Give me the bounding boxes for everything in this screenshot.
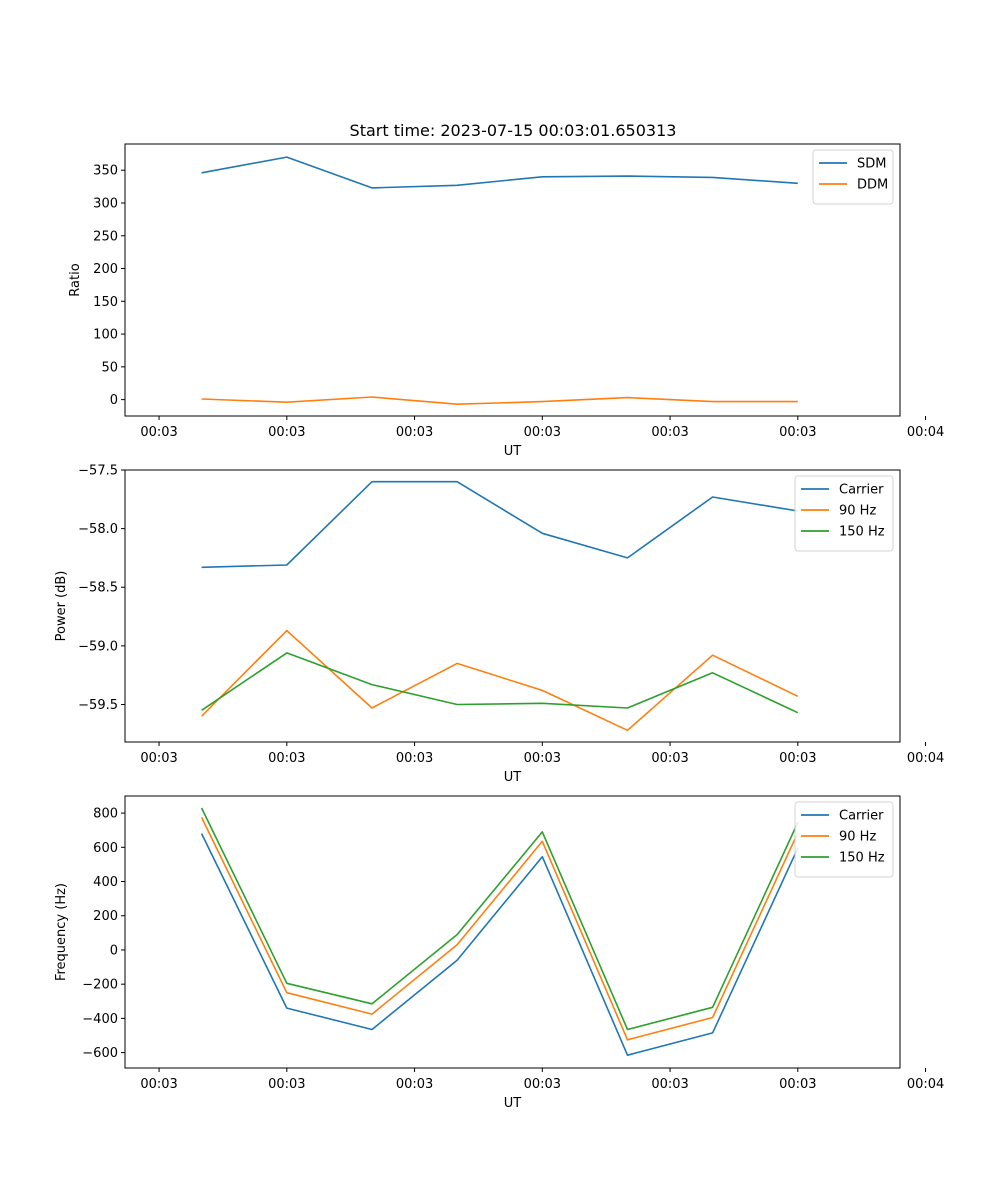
y-tick-label: −59.0 [78, 639, 118, 654]
x-tick-label: 00:03 [524, 425, 561, 440]
x-tick-label: 00:03 [651, 751, 688, 766]
axes-frame [124, 469, 901, 743]
x-tick-label: 00:03 [396, 1077, 433, 1092]
legend-label: Carrier [839, 483, 884, 498]
y-axis-label: Frequency (Hz) [54, 883, 69, 981]
legend-label: 150 Hz [839, 851, 885, 866]
y-axis-label: Ratio [68, 263, 83, 296]
x-tick-label: 00:03 [396, 751, 433, 766]
x-tick-label: 00:03 [651, 425, 688, 440]
series-line-carrier [200, 833, 799, 1056]
y-tick-label: 400 [93, 875, 118, 890]
y-tick-label: −58.0 [78, 522, 118, 537]
x-tick-label: 00:03 [779, 1077, 816, 1092]
y-tick-label: 150 [93, 295, 118, 310]
axes-frame [124, 795, 901, 1069]
y-tick-label: −200 [82, 978, 118, 993]
y-tick-label: 350 [93, 164, 118, 179]
x-tick-label: 00:03 [268, 751, 305, 766]
x-tick-label: 00:03 [779, 425, 816, 440]
x-tick-label: 00:03 [651, 1077, 688, 1092]
series-line-carrier [201, 480, 798, 569]
x-tick-label: 00:04 [907, 751, 944, 766]
x-tick-label: 00:03 [268, 1077, 305, 1092]
y-tick-label: 600 [93, 841, 118, 856]
y-tick-label: −400 [82, 1012, 118, 1027]
x-tick-label: 00:03 [140, 425, 177, 440]
x-tick-label: 00:03 [779, 751, 816, 766]
legend-label: 90 Hz [839, 504, 876, 519]
x-axis-label: UT [504, 444, 522, 459]
series-line-ddm [201, 396, 798, 406]
x-axis-label: UT [504, 770, 522, 785]
x-tick-label: 00:03 [524, 751, 561, 766]
axes-3: 00:03 00:03 00:03 00:03 00:03 00:03 00:04 −600 −… [54, 795, 944, 1111]
axes-2: 00:03 00:03 00:03 00:03 00:03 00:03 00:04 −59.5… [54, 464, 944, 786]
y-tick-label: 300 [93, 196, 118, 211]
legend-label: DDM [857, 178, 888, 193]
y-tick-label: 200 [93, 909, 118, 924]
legend-label: Carrier [839, 809, 884, 824]
y-axis-label: Power (dB) [54, 571, 69, 642]
legend: Carrier 90 Hz 150 Hz [794, 801, 894, 878]
series-line-90-hz [201, 629, 799, 732]
plots: 00:03 00:03 00:03 00:03 00:03 00:03 00:04 0 50 10… [54, 143, 944, 1111]
x-axis-label: UT [504, 1096, 522, 1111]
x-tick-label: 00:03 [140, 751, 177, 766]
y-tick-label: 100 [93, 328, 118, 343]
y-tick-label: 800 [93, 807, 118, 822]
series-line-150-hz [200, 807, 799, 1031]
y-tick-label: 250 [93, 229, 118, 244]
axes-frame [124, 143, 901, 417]
x-tick-label: 00:04 [907, 425, 944, 440]
legend-frame [794, 801, 894, 878]
x-tick-label: 00:03 [268, 425, 305, 440]
y-tick-label: −600 [82, 1046, 118, 1061]
legend-label: 150 Hz [839, 525, 885, 540]
y-tick-label: −57.5 [78, 464, 118, 479]
x-tick-label: 00:04 [907, 1077, 944, 1092]
x-tick-label: 00:03 [396, 425, 433, 440]
legend: Carrier 90 Hz 150 Hz [794, 475, 894, 552]
legend-label: 90 Hz [839, 830, 876, 845]
y-tick-label: 0 [110, 943, 118, 958]
y-tick-label: 50 [101, 360, 118, 375]
x-tick-label: 00:03 [140, 1077, 177, 1092]
y-tick-label: 0 [110, 393, 118, 408]
y-tick-label: 200 [93, 262, 118, 277]
figure-title: Start time: 2023-07-15 00:03:01.650313 [350, 121, 677, 140]
series-line-150-hz [201, 652, 799, 714]
legend-label: SDM [857, 157, 886, 172]
y-tick-label: −59.5 [78, 698, 118, 713]
legend-frame [794, 475, 894, 552]
series-line-90-hz [200, 817, 799, 1041]
y-tick-label: −58.5 [78, 581, 118, 596]
legend: SDM DDM [812, 149, 894, 205]
axes-1: 00:03 00:03 00:03 00:03 00:03 00:03 00:04 0 50 10… [68, 143, 944, 459]
x-tick-label: 00:03 [524, 1077, 561, 1092]
series-line-sdm [201, 156, 798, 189]
